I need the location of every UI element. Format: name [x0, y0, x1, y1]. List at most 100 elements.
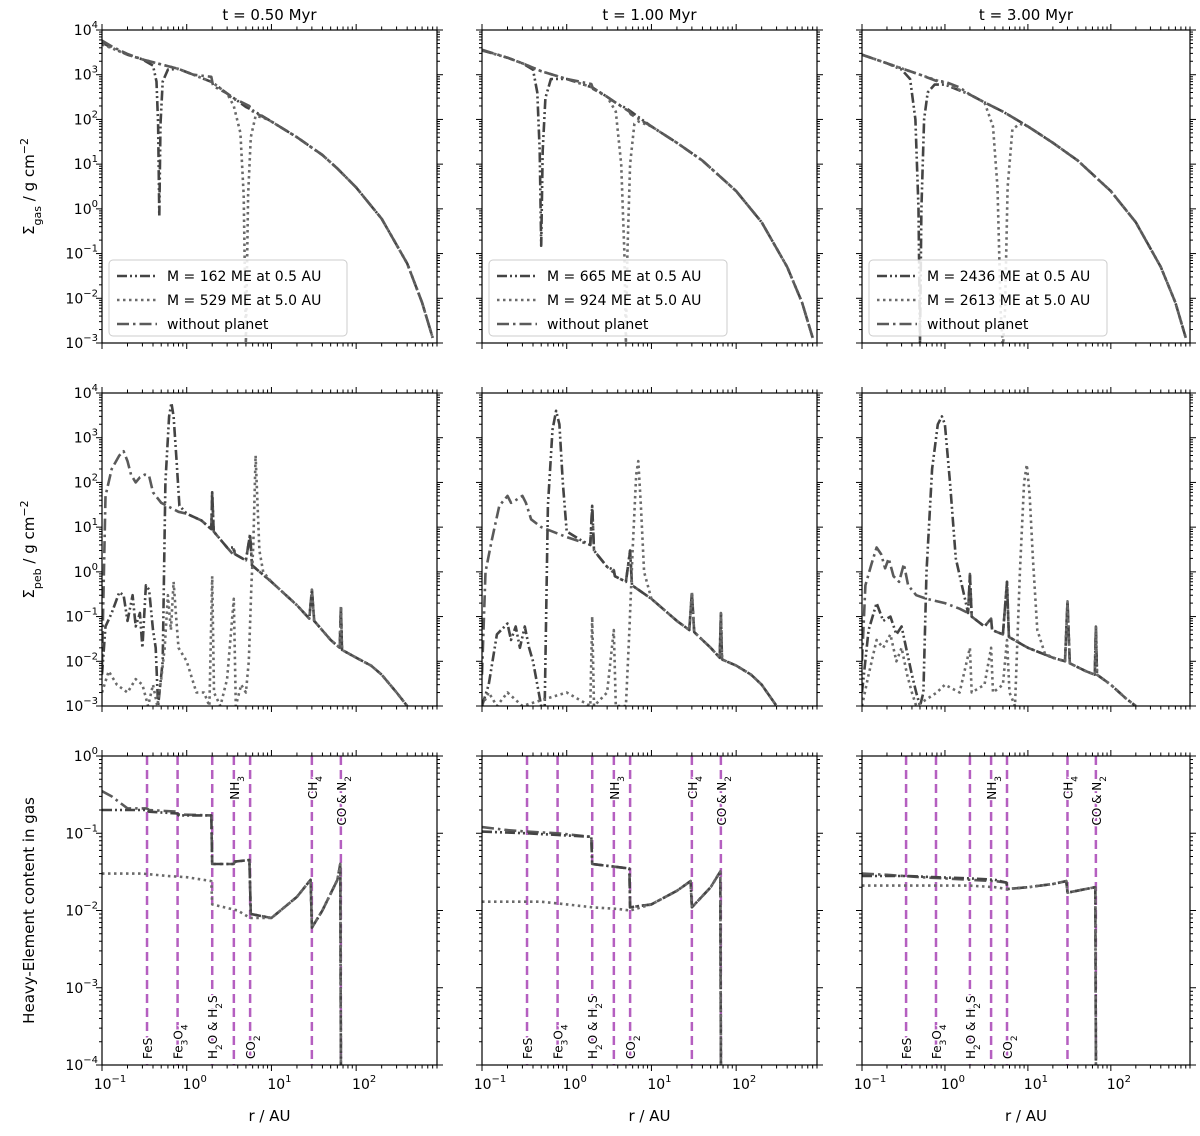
panel-2-1: FeS Fe3O4 H2O & H2S NH3 CO2 CH4 CO & N2 10−1 100…	[474, 750, 823, 1125]
series-line	[102, 808, 343, 1065]
x-tick-label: 101	[647, 1074, 671, 1093]
legend-entry: M = 162 ME at 0.5 AU	[167, 269, 321, 285]
series-line	[482, 494, 778, 706]
x-tick-label: 100	[183, 1074, 207, 1093]
series-line	[102, 401, 409, 706]
y-tick-label: 10−2	[65, 651, 98, 670]
panel-0-2: M = 2436 ME at 0.5 AU M = 2613 ME at 5.0 …	[856, 24, 1196, 349]
y-tick-label: 10−4	[65, 1055, 98, 1074]
series-line	[862, 874, 1098, 1065]
panel-1-0: 10−3 10−2 10−1 100 101 102 103 104 Σpeb / g cm−2	[18, 383, 443, 715]
legend: M = 2436 ME at 0.5 AU M = 2613 ME at 5.0 …	[868, 259, 1108, 337]
series-line	[862, 879, 1098, 1065]
axes-frame	[481, 29, 818, 344]
x-tick-label: 102	[1107, 1074, 1131, 1093]
iceline-label: CO2	[244, 1035, 263, 1059]
legend-entry: without planet	[547, 317, 649, 333]
series-line	[482, 830, 723, 1065]
y-tick-label: 103	[74, 428, 98, 447]
series-line	[862, 546, 1137, 706]
x-axis-label: r / AU	[1005, 1107, 1047, 1125]
series-line	[102, 862, 343, 1065]
x-axis-label: r / AU	[249, 1107, 291, 1125]
y-axis-label: Heavy-Element content in gas	[20, 797, 38, 1024]
column-title: t = 1.00 Myr	[602, 6, 697, 24]
series-line	[482, 48, 814, 339]
panel-2-0: FeS Fe3O4 H2O & H2S NH3 CO2 CH4 CO & N2 10−1 100…	[20, 746, 443, 1125]
y-tick-label: 101	[74, 517, 98, 536]
series-line	[102, 790, 343, 1065]
iceline-label: CO & N2	[335, 776, 354, 826]
y-tick-label: 10−2	[65, 901, 98, 920]
legend-entry: without planet	[927, 317, 1029, 333]
legend-entry: M = 2613 ME at 5.0 AU	[927, 293, 1090, 309]
y-tick-label: 10−2	[65, 288, 98, 307]
y-tick-label: 10−3	[65, 696, 98, 715]
axes-frame	[481, 392, 818, 707]
y-tick-label: 103	[74, 65, 98, 84]
series-line	[862, 872, 1098, 1065]
panel-1-2	[856, 387, 1196, 712]
y-tick-label: 10−3	[65, 978, 98, 997]
series-line	[482, 409, 778, 706]
x-tick-label: 102	[732, 1074, 756, 1093]
iceline-label: H2O & H2S	[586, 995, 605, 1059]
y-tick-label: 104	[74, 383, 98, 402]
axes-frame	[861, 755, 1191, 1066]
x-tick-label: 10−1	[474, 1074, 507, 1093]
iceline-label: FeS	[141, 1038, 155, 1059]
y-tick-label: 10−3	[65, 333, 98, 352]
iceline-label: H2O & H2S	[964, 995, 983, 1059]
y-axis-label: Σgas / g cm−2	[18, 138, 44, 235]
legend-entry: M = 2436 ME at 0.5 AU	[927, 269, 1090, 285]
series-line	[862, 415, 1137, 706]
series-line	[102, 39, 434, 339]
axes-frame	[101, 29, 438, 344]
series-line	[482, 870, 723, 1065]
column-title: t = 3.00 Myr	[979, 6, 1074, 24]
x-tick-label: 100	[941, 1074, 965, 1093]
series-line	[482, 825, 723, 1065]
y-tick-label: 10−1	[65, 823, 98, 842]
y-tick-label: 102	[74, 109, 98, 128]
panel-1-1	[476, 387, 823, 712]
iceline-label: CH4	[686, 776, 705, 799]
axes-frame	[861, 29, 1191, 344]
iceline-label: NH3	[228, 776, 247, 800]
x-axis-label: r / AU	[629, 1107, 671, 1125]
iceline-label: CH4	[1061, 776, 1080, 799]
y-tick-label: 100	[74, 562, 98, 581]
legend-entry: M = 665 ME at 0.5 AU	[547, 269, 701, 285]
iceline-label: CO2	[624, 1035, 643, 1059]
iceline-label: Fe3O4	[552, 1024, 571, 1059]
series-line	[482, 459, 778, 706]
axes-frame	[481, 755, 818, 1066]
panel-0-1: M = 665 ME at 0.5 AU M = 924 ME at 5.0 AU…	[476, 24, 823, 349]
series-line	[862, 53, 1188, 339]
iceline-label: FeS	[900, 1038, 914, 1059]
x-tick-label: 102	[352, 1074, 376, 1093]
iceline-label: H2O & H2S	[206, 995, 225, 1059]
y-tick-label: 101	[74, 154, 98, 173]
y-tick-label: 10−1	[65, 244, 98, 263]
iceline-label: CO2	[1001, 1035, 1020, 1059]
iceline-label: FeS	[521, 1038, 535, 1059]
x-tick-label: 101	[1024, 1074, 1048, 1093]
x-tick-label: 100	[563, 1074, 587, 1093]
iceline-label: CO & N2	[715, 776, 734, 826]
iceline-label: NH3	[608, 776, 627, 800]
axes-frame	[101, 755, 438, 1066]
panel-2-2: FeS Fe3O4 H2O & H2S NH3 CO2 CH4 CO & N2 10−1 100…	[854, 750, 1196, 1125]
column-title: t = 0.50 Myr	[222, 6, 317, 24]
iceline-label: Fe3O4	[930, 1024, 949, 1059]
y-axis-label: Σpeb / g cm−2	[18, 500, 44, 598]
series-line	[102, 454, 409, 706]
panel-0-0: 10−3 10−2 10−1 100 101 102 103 104 Σgas / g cm−2…	[18, 20, 443, 352]
legend-entry: without planet	[167, 317, 269, 333]
legend: M = 665 ME at 0.5 AU M = 924 ME at 5.0 AU…	[488, 259, 728, 337]
iceline-label: NH3	[985, 776, 1004, 800]
x-tick-label: 10−1	[854, 1074, 887, 1093]
x-tick-label: 10−1	[94, 1074, 127, 1093]
y-tick-label: 10−1	[65, 607, 98, 626]
